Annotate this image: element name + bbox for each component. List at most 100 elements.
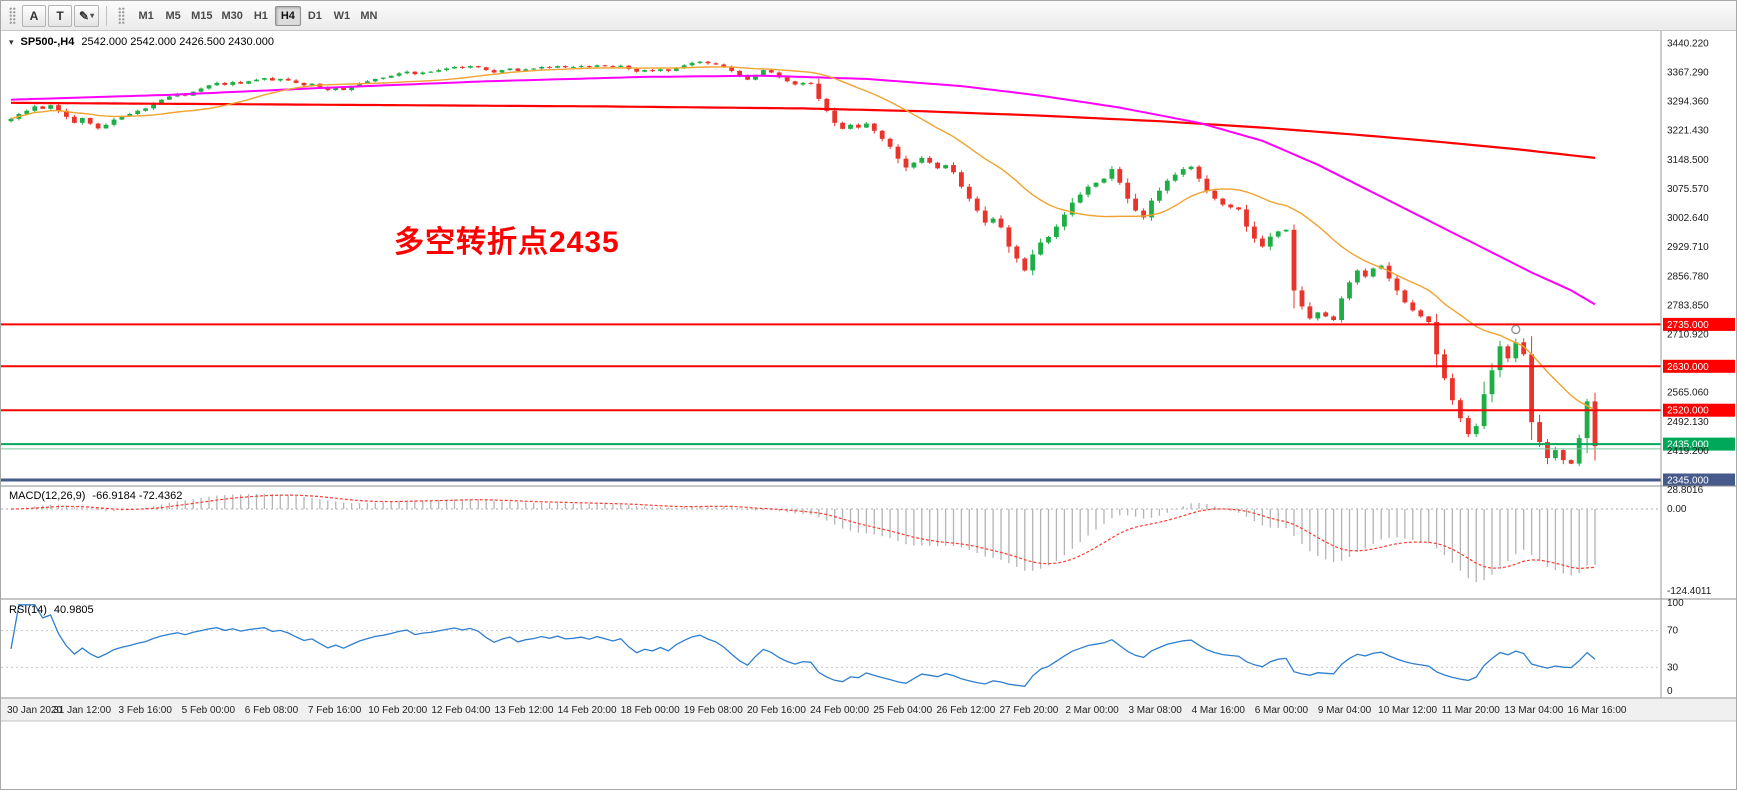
timeframe-button-m15[interactable]: M15 — [187, 6, 216, 26]
candle-body — [246, 81, 251, 84]
pen-tool-button[interactable]: ✎ ▾ — [74, 4, 100, 27]
candle-body — [578, 66, 584, 68]
timeframe-button-h4[interactable]: H4 — [274, 5, 301, 26]
candle-body — [1450, 378, 1455, 401]
candle-body — [72, 116, 77, 123]
symbol-collapse-icon[interactable]: ▾ — [9, 36, 14, 47]
price-level-badge — [1663, 403, 1735, 417]
timeframe-button-w1[interactable]: W1 — [329, 6, 355, 26]
candle-body — [1505, 346, 1511, 359]
candle-body — [1141, 210, 1146, 218]
candle-body — [1085, 186, 1091, 195]
candle-body — [230, 82, 236, 85]
time-axis-label: 10 Feb 20:00 — [368, 705, 427, 716]
ma-slow-line — [10, 101, 1596, 159]
time-axis-label: 25 Feb 04:00 — [873, 705, 932, 716]
price-axis-label: 2856.780 — [1667, 271, 1709, 282]
price-axis-label: 3440.220 — [1667, 38, 1709, 49]
time-axis-strip[interactable] — [1, 699, 1737, 721]
price-level-badge — [1663, 473, 1735, 487]
candle-body — [753, 74, 758, 80]
candle-body — [1418, 310, 1424, 317]
candle-body — [959, 172, 964, 187]
timeframe-button-m5[interactable]: M5 — [160, 6, 186, 26]
candle-body — [768, 70, 774, 73]
candle-body — [1465, 418, 1471, 435]
time-axis-label: 2 Mar 00:00 — [1065, 705, 1119, 716]
candle-body — [887, 138, 893, 147]
candle-body — [396, 73, 402, 76]
candle-body — [895, 146, 901, 159]
candle-body — [515, 68, 521, 71]
candle-body — [1236, 207, 1241, 210]
toolbar-drag-handle[interactable] — [118, 6, 126, 25]
candle-body — [436, 70, 442, 72]
candle-body — [404, 71, 410, 74]
time-axis-label: 18 Feb 00:00 — [621, 705, 680, 716]
candle-body — [151, 103, 156, 109]
text-tool-button[interactable]: T — [48, 4, 72, 27]
candle-body — [167, 96, 172, 100]
candle-body — [555, 66, 560, 68]
time-axis-label: 26 Feb 12:00 — [936, 705, 995, 716]
price-level-badge-label: 2345.000 — [1667, 476, 1709, 487]
candle-body — [48, 105, 53, 109]
timeframe-button-mn[interactable]: MN — [356, 6, 382, 26]
candle-body — [594, 65, 600, 67]
candle-body — [563, 66, 568, 68]
candle-body — [1553, 450, 1558, 459]
price-axis-label: 3148.500 — [1667, 155, 1709, 166]
candle-body — [650, 70, 655, 72]
toolbar-drag-handle[interactable] — [9, 6, 16, 25]
time-axis-label: 6 Mar 00:00 — [1255, 705, 1309, 716]
candle-body — [475, 66, 481, 68]
candle-body — [1022, 258, 1028, 271]
candle-body — [673, 67, 679, 71]
candle-body — [927, 157, 933, 163]
candle-body — [1054, 226, 1059, 237]
time-axis-label: 11 Mar 20:00 — [1442, 705, 1501, 716]
chart-annotation-text[interactable]: 多空转折点2435 — [394, 226, 620, 259]
time-axis-label: 12 Feb 04:00 — [431, 705, 490, 716]
candle-body — [1560, 450, 1566, 461]
candle-body — [903, 158, 909, 168]
candle-body — [483, 67, 489, 71]
candle-body — [1545, 442, 1550, 459]
candle-body — [1133, 198, 1138, 211]
timeframe-button-m1[interactable]: M1 — [133, 6, 159, 26]
candle-body — [119, 116, 125, 120]
candle-body — [1069, 202, 1075, 215]
candle-body — [491, 70, 497, 73]
candle-body — [1077, 194, 1083, 203]
circle-marker[interactable] — [1511, 324, 1521, 335]
toolbar-separator — [106, 5, 108, 26]
price-level-badge — [1663, 359, 1735, 373]
candle-body — [198, 88, 204, 92]
cursor-tool-button[interactable]: A — [22, 4, 46, 27]
candle-body — [998, 218, 1004, 228]
chart-canvas[interactable]: 2735.000 2630.000 2520.000 2435.000 2345.000… — [1, 31, 1737, 790]
rsi-name: RSI(14) — [9, 604, 47, 616]
candle-body — [380, 77, 386, 79]
chart-title: ▾ SP500-,H4 2542.000 2542.000 2426.500 2… — [9, 36, 274, 48]
candle-body — [1402, 290, 1408, 303]
chevron-down-icon: ▾ — [90, 11, 95, 20]
candle-body — [1323, 312, 1329, 317]
macd-axis-label: 0.00 — [1667, 504, 1687, 515]
candle-body — [32, 106, 38, 111]
candle-body — [1260, 238, 1265, 247]
candle-body — [40, 106, 46, 109]
candle-body — [1109, 169, 1115, 179]
candle-body — [634, 68, 640, 72]
candle-body — [1521, 342, 1527, 355]
timeframe-button-d1[interactable]: D1 — [302, 6, 328, 26]
candle-body — [159, 99, 164, 104]
rsi-axis-label: 0 — [1667, 686, 1673, 697]
candle-body — [214, 82, 220, 86]
candle-body — [1386, 265, 1392, 279]
candle-body — [1473, 426, 1479, 435]
timeframe-button-h1[interactable]: H1 — [248, 6, 274, 26]
candle-body — [864, 123, 869, 128]
timeframe-button-m30[interactable]: M30 — [217, 6, 246, 26]
candle-body — [681, 65, 687, 68]
